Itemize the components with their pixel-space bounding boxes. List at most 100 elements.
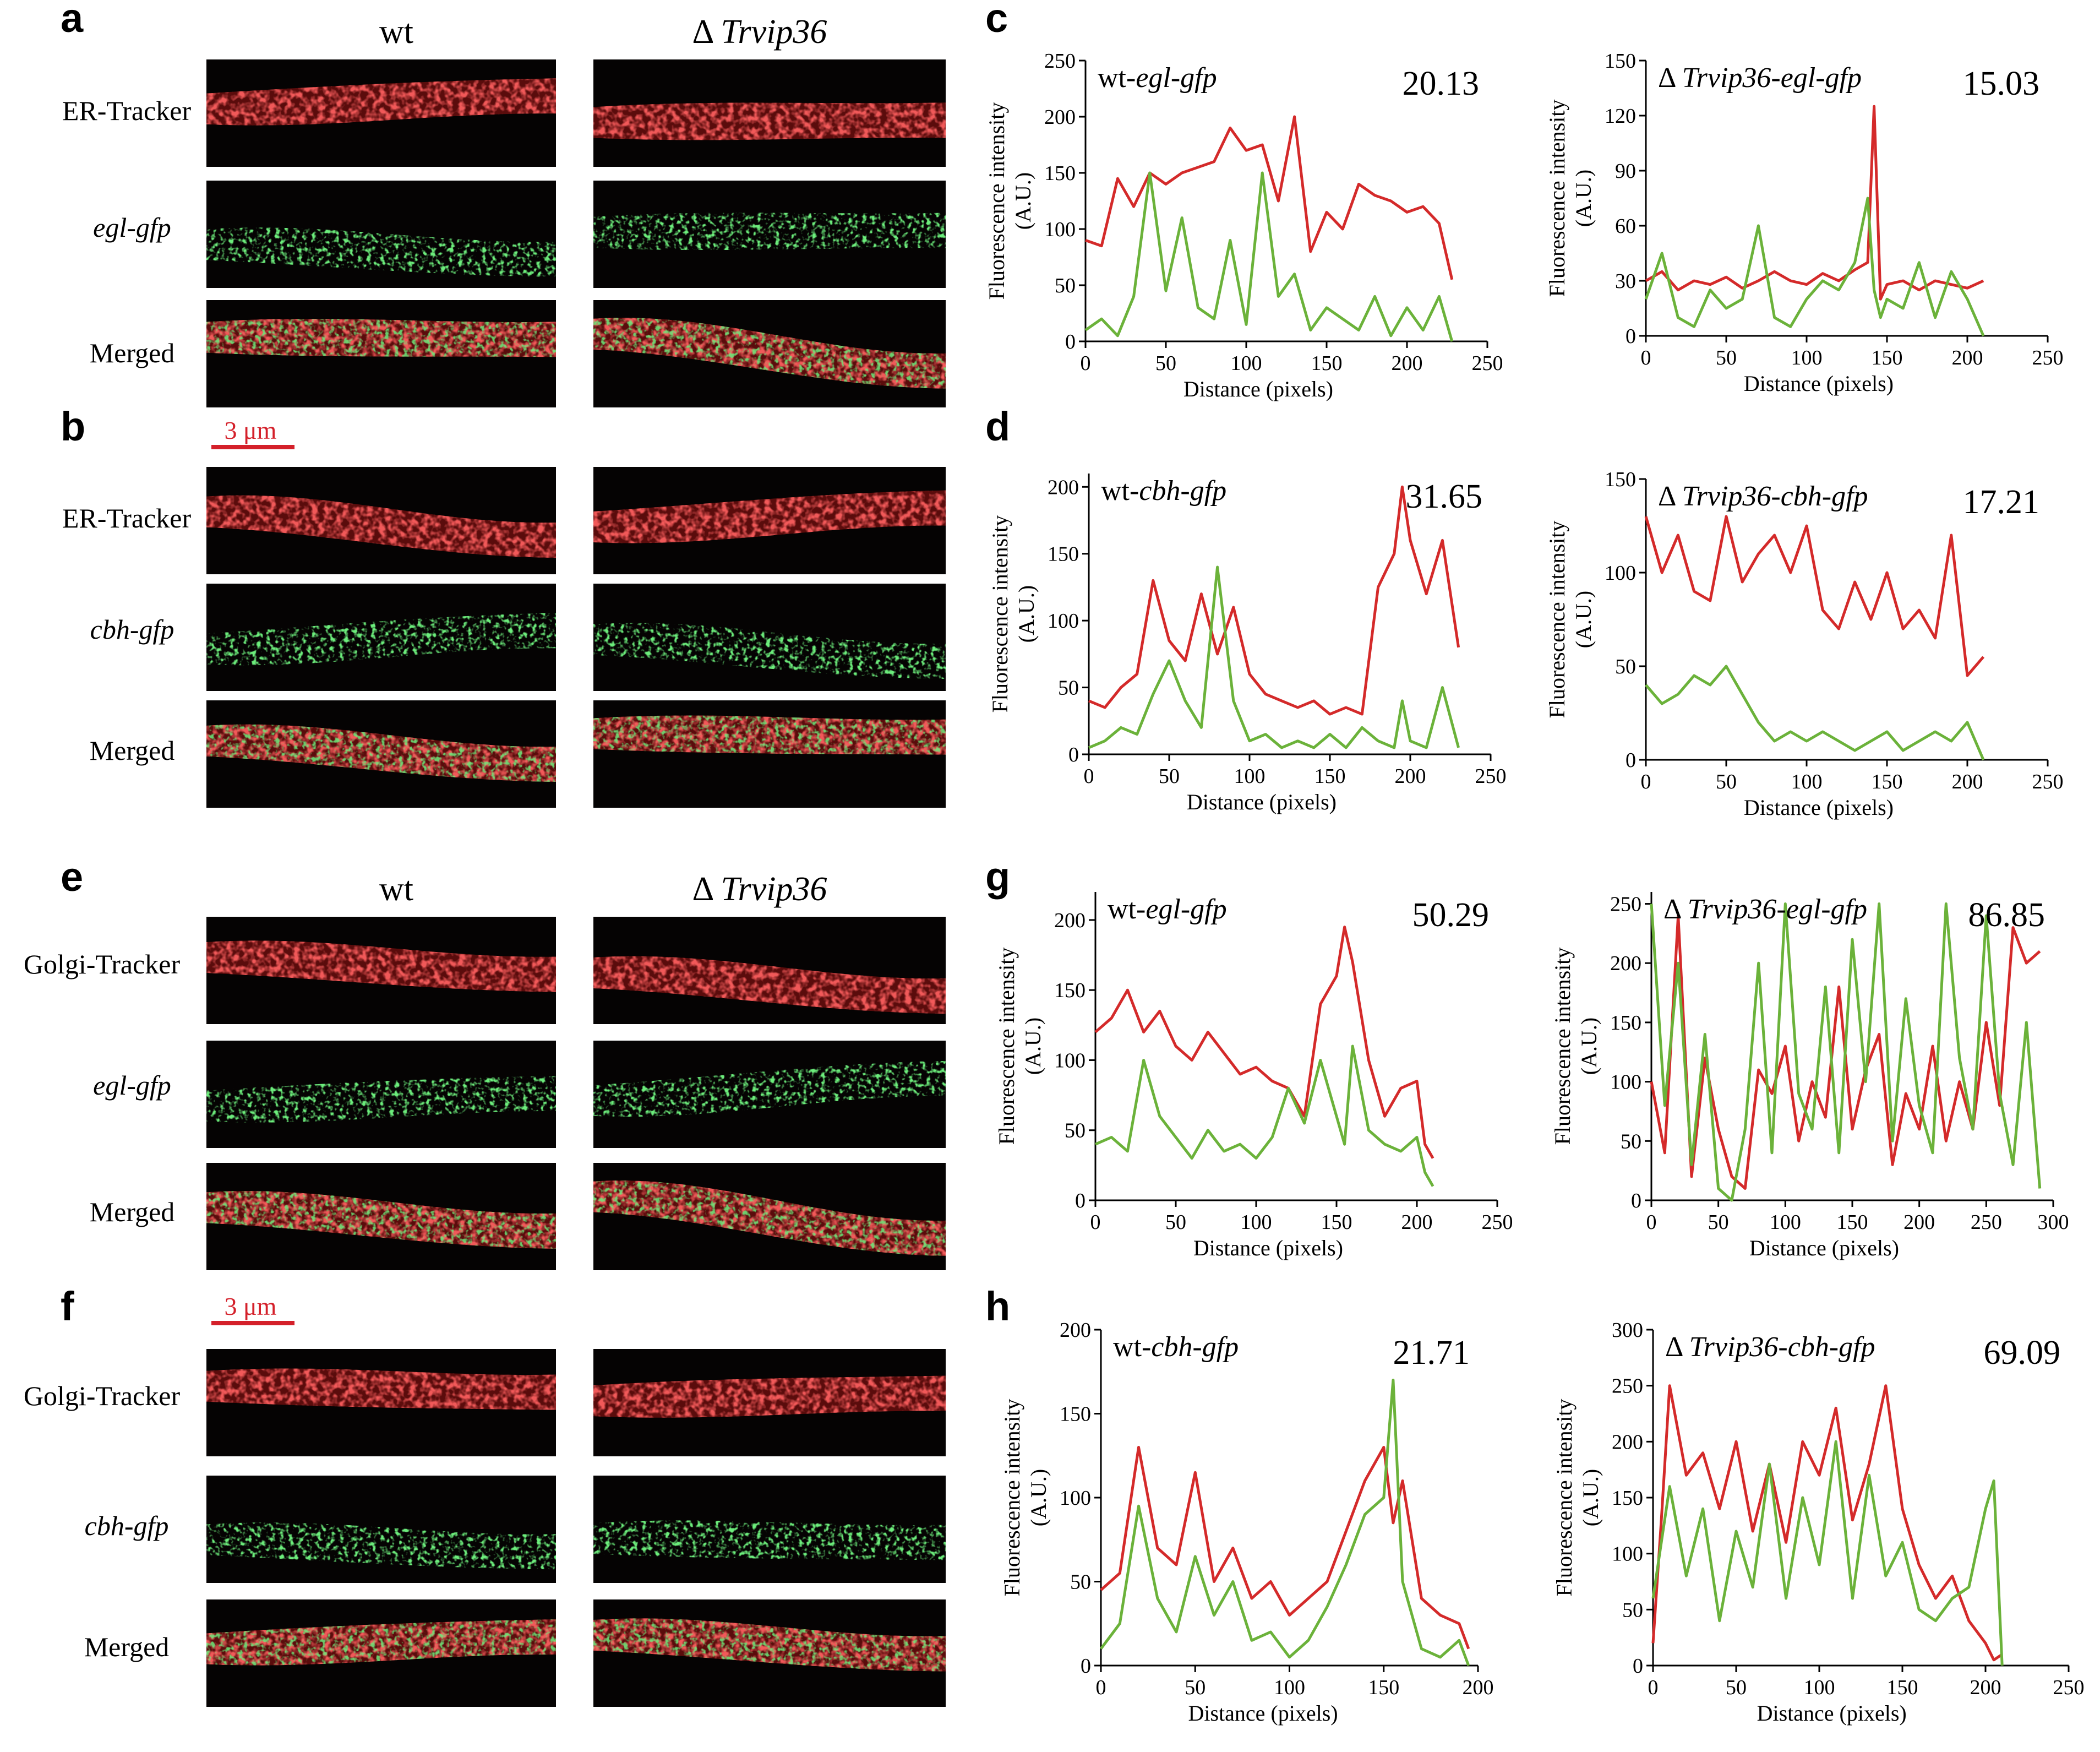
chart-d-mut-cbh-ylabel: Fluorescence intensity(A.U.) (1545, 521, 1596, 719)
chart-d-wt-cbh-xtick-label-2: 100 (1234, 765, 1266, 788)
chart-c-wt-egl-series-green (1084, 171, 1454, 342)
chart-d-mut-cbh-ytick-label-2: 100 (1605, 562, 1636, 585)
chart-g-mut-egl-series-green (1650, 902, 2042, 1202)
chart-h-wt-cbh-ytick-label-3: 150 (1060, 1403, 1091, 1426)
chart-g-mut-egl-title: Δ Trvip36-egl-gfp (1663, 894, 1867, 925)
micrograph-a-wt-gfp (206, 181, 556, 288)
chart-d-mut-cbh-xlabel: Distance (pixels) (1744, 795, 1894, 820)
chart-h-wt-cbh-xtick-label-0: 0 (1096, 1676, 1106, 1699)
panel-label-e: e (61, 854, 83, 900)
chart-d-wt-cbh-pearson-value: 31.65 (1406, 478, 1483, 515)
chart-c-wt-egl-ytick-label-2: 100 (1044, 218, 1076, 241)
micrograph-f-mut-merged (593, 1599, 946, 1707)
chart-h-wt-cbh-series-red (1100, 1446, 1470, 1650)
chart-c-mut-egl-title: Δ Trvip36-egl-gfp (1658, 62, 1862, 94)
chart-g-wt-egl-ytick-label-0: 0 (1075, 1189, 1086, 1212)
chart-g-mut-egl-ytick-label-5: 250 (1610, 893, 1641, 916)
chart-g-wt-egl-series-green (1095, 1044, 1434, 1187)
chart-h-mut-cbh: 0 50 100 150 200 250 0 50 100 150 200 250 300 Distanc… (1552, 1319, 2085, 1726)
panel-label-c: c (985, 0, 1008, 41)
chart-g-wt-egl-xtick-label-5: 250 (1482, 1211, 1513, 1234)
chart-h-mut-cbh-xtick-label-3: 150 (1887, 1676, 1918, 1699)
chart-c-wt-egl-series-red (1085, 115, 1454, 280)
micrograph-b-wt-merged (206, 700, 556, 808)
micrograph-f-wt-golgi (206, 1349, 556, 1456)
chart-c-mut-egl-xtick-label-1: 50 (1716, 346, 1737, 369)
chart-d-mut-cbh-xtick-label-1: 50 (1716, 770, 1737, 793)
chart-c-mut-egl-xtick-label-2: 100 (1791, 346, 1823, 369)
chart-c-mut-egl-ylabel: Fluorescence intensity(A.U.) (1545, 100, 1596, 297)
panel-label-b: b (61, 404, 85, 449)
chart-g-wt-egl-pearson-value: 50.29 (1412, 896, 1490, 934)
chart-c-mut-egl-pearson-value: 15.03 (1963, 65, 2040, 102)
chart-h-mut-cbh-ytick-label-1: 50 (1622, 1598, 1643, 1622)
chart-h-wt-cbh-xtick-label-1: 50 (1185, 1676, 1206, 1699)
chart-g-wt-egl-xtick-label-1: 50 (1165, 1211, 1186, 1234)
chart-c-wt-egl-ytick-label-3: 150 (1044, 162, 1076, 185)
chart-g-mut-egl-xlabel: Distance (pixels) (1749, 1236, 1899, 1260)
chart-c-wt-egl-ytick-label-5: 250 (1044, 50, 1076, 73)
row-label-e-1: Golgi-Tracker (24, 949, 181, 980)
chart-c-wt-egl-xtick-label-2: 100 (1231, 352, 1262, 375)
chart-g-mut-egl: 0 50 100 150 200 250 300 0 50 100 150 200 250 Distanc… (1550, 892, 2069, 1260)
chart-g-mut-egl-ytick-label-1: 50 (1621, 1130, 1641, 1153)
chart-c-wt-egl-pearson-value: 20.13 (1403, 65, 1480, 102)
chart-h-wt-cbh-xtick-label-4: 200 (1463, 1676, 1494, 1699)
chart-h-mut-cbh-xtick-label-0: 0 (1648, 1676, 1659, 1699)
chart-d-wt-cbh-xtick-label-1: 50 (1159, 765, 1180, 788)
chart-h-wt-cbh-series-green (1100, 1379, 1470, 1666)
chart-c-mut-egl-ytick-label-5: 150 (1605, 50, 1636, 73)
micrograph-f-mut-gfp-green-signal (593, 1520, 946, 1560)
chart-d-wt-cbh-xtick-label-5: 250 (1475, 765, 1507, 788)
chart-h-mut-cbh-pearson-value: 69.09 (1984, 1334, 2061, 1372)
micrograph-a-mut-merged (593, 300, 946, 407)
chart-g-wt-egl-ytick-label-1: 50 (1065, 1119, 1086, 1142)
chart-c-mut-egl-ytick-label-3: 90 (1615, 160, 1636, 183)
chart-c-wt-egl-xtick-label-0: 0 (1081, 352, 1091, 375)
panel-label-h: h (985, 1283, 1010, 1329)
chart-c-wt-egl-ytick-label-4: 200 (1044, 106, 1076, 129)
chart-c-wt-egl-xtick-label-1: 50 (1155, 352, 1176, 375)
chart-h-wt-cbh: 0 50 100 150 200 0 50 100 150 200 Distance (pixels… (1000, 1319, 1494, 1726)
chart-c-mut-egl-xtick-label-4: 200 (1952, 346, 1983, 369)
micrograph-b-mut-gfp (593, 584, 946, 691)
micrograph-e-mut-gfp (593, 1041, 946, 1148)
chart-c-mut-egl-xlabel: Distance (pixels) (1744, 371, 1894, 396)
chart-g-wt-egl-ytick-label-3: 150 (1054, 979, 1086, 1002)
row-label-e-3: Merged (90, 1196, 175, 1227)
chart-h-wt-cbh-xtick-label-2: 100 (1274, 1676, 1305, 1699)
chart-g-mut-egl-ytick-label-4: 200 (1610, 952, 1641, 975)
chart-h-mut-cbh-xtick-label-1: 50 (1726, 1676, 1747, 1699)
micrographs-bottom: e wt Δ Trvip36 Golgi-Tracker egl-gfp Mer… (24, 854, 946, 1707)
micrograph-f-mut-gfp (593, 1476, 946, 1583)
chart-d-mut-cbh-ytick-label-3: 150 (1605, 468, 1636, 491)
chart-h-mut-cbh-ytick-label-5: 250 (1612, 1375, 1643, 1398)
chart-g-wt-egl-series-red (1094, 926, 1434, 1159)
chart-g-wt-egl-xtick-label-4: 200 (1401, 1211, 1433, 1234)
chart-h-mut-cbh-ytick-label-2: 100 (1612, 1543, 1643, 1566)
row-label-b-2: cbh-gfp (90, 614, 174, 645)
chart-g-mut-egl-xtick-label-3: 150 (1837, 1211, 1868, 1234)
column-header-mutant-e: Δ Trvip36 (692, 870, 827, 908)
chart-h-mut-cbh-series-green (1651, 1440, 2004, 1666)
chart-h-mut-cbh-xtick-label-2: 100 (1804, 1676, 1835, 1699)
chart-g-mut-egl-xtick-label-0: 0 (1646, 1211, 1657, 1234)
row-label-f-3: Merged (84, 1631, 170, 1662)
row-label-a-1: ER-Tracker (62, 95, 192, 126)
chart-g-wt-egl-xtick-label-0: 0 (1090, 1211, 1101, 1234)
chart-h-mut-cbh-ytick-label-3: 150 (1612, 1487, 1643, 1510)
chart-h-wt-cbh-ylabel: Fluorescence intensity(A.U.) (1000, 1399, 1051, 1597)
micrograph-e-wt-merged (206, 1163, 556, 1270)
chart-g-mut-egl-xtick-label-4: 200 (1903, 1211, 1935, 1234)
micrograph-a-mut-gfp (593, 181, 946, 288)
row-label-b-3: Merged (90, 735, 175, 766)
chart-c-mut-egl-xtick-label-3: 150 (1872, 346, 1903, 369)
chart-g-mut-egl-xtick-label-5: 250 (1971, 1211, 2002, 1234)
chart-g-wt-egl-xtick-label-2: 100 (1241, 1211, 1272, 1234)
row-label-b-1: ER-Tracker (62, 503, 192, 534)
chart-d-wt-cbh-title: wt-cbh-gfp (1101, 475, 1226, 507)
chart-h-wt-cbh-xlabel: Distance (pixels) (1188, 1701, 1338, 1726)
micrograph-a-wt-merged (206, 300, 556, 407)
